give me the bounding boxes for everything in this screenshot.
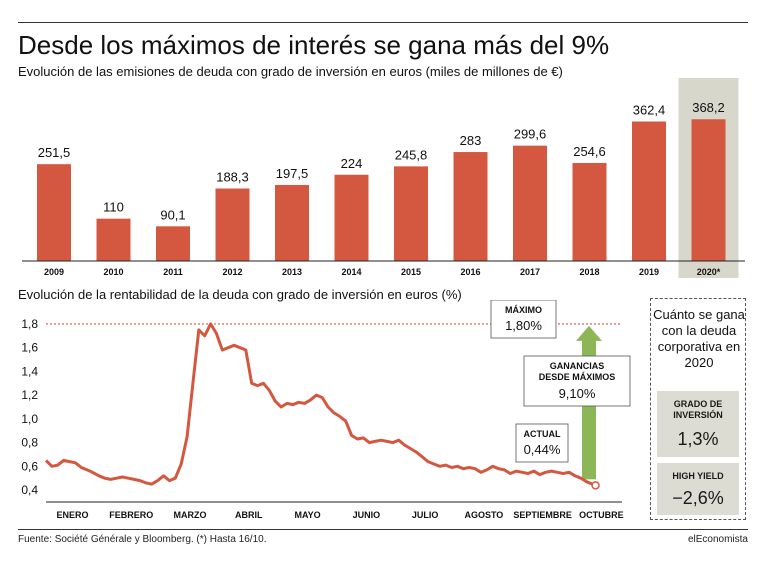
bar-category-label-2020*: 2020* bbox=[697, 267, 721, 277]
bar-category-label-2013: 2013 bbox=[282, 267, 302, 277]
bar-category-label-2017: 2017 bbox=[520, 267, 540, 277]
investment-grade-box: GRADO DE INVERSIÓN 1,3% bbox=[657, 391, 739, 457]
bar-chart-subtitle: Evolución de las emisiones de deuda con … bbox=[18, 64, 563, 79]
bar-2011 bbox=[156, 226, 190, 261]
bar-category-label-2016: 2016 bbox=[460, 267, 480, 277]
bar-value-label-2017: 299,6 bbox=[514, 127, 547, 142]
bar-category-label-2014: 2014 bbox=[341, 267, 361, 277]
y-tick-label: 0,4 bbox=[21, 483, 38, 497]
month-label: MAYO bbox=[294, 510, 320, 520]
bar-value-label-2020*: 368,2 bbox=[692, 100, 725, 115]
returns-panel: Cuánto se gana con la deuda corporativa … bbox=[650, 298, 746, 520]
bar-category-label-2012: 2012 bbox=[222, 267, 242, 277]
bar-2020* bbox=[691, 119, 726, 261]
bar-value-label-2011: 90,1 bbox=[160, 207, 185, 222]
bar-2013 bbox=[275, 184, 309, 261]
bar-2016 bbox=[453, 152, 488, 261]
gain-annotation-frame bbox=[523, 355, 631, 407]
top-rule bbox=[18, 22, 748, 23]
source-note: Fuente: Société Générale y Bloomberg. (*… bbox=[18, 534, 267, 545]
yield-line bbox=[44, 322, 597, 487]
bar-2015 bbox=[394, 166, 428, 261]
line-chart: 0,4 0,6 0,8 1,0 1,2 1,4 1,6 1,8 ENERO FEBRERO MARZ… bbox=[21, 300, 631, 520]
bar-2014 bbox=[334, 174, 369, 261]
month-label: SEPTIEMBRE bbox=[513, 510, 572, 520]
y-tick-label: 1,4 bbox=[21, 364, 38, 378]
max-annotation-text: MÁXIMO bbox=[505, 305, 542, 315]
current-annotation-text: ACTUAL bbox=[524, 429, 561, 439]
bar-value-label-2010: 110 bbox=[103, 200, 124, 215]
bar-value-label-2013: 197,5 bbox=[276, 166, 309, 181]
bar-2019 bbox=[632, 121, 666, 261]
month-label: ENERO bbox=[56, 510, 88, 520]
y-tick-label: 0,8 bbox=[21, 436, 38, 450]
max-annotation-frame bbox=[490, 300, 557, 339]
month-label: JUNIO bbox=[353, 510, 381, 520]
month-label: ABRIL bbox=[235, 510, 263, 520]
high-yield-label: HIGH YIELD bbox=[672, 471, 724, 481]
bar-value-label-2012: 188,3 bbox=[216, 170, 249, 185]
bar-2010 bbox=[96, 218, 131, 261]
current-annotation-text: 0,44% bbox=[524, 442, 561, 457]
month-label: OCTUBRE bbox=[579, 510, 624, 520]
bar-value-label-2019: 362,4 bbox=[633, 102, 666, 117]
bar-chart: 251,5 2009 110 2010 90,1 2011 188,3 2012 197,5 20… bbox=[22, 78, 745, 278]
bar-2012 bbox=[215, 188, 250, 261]
month-label: MARZO bbox=[174, 510, 207, 520]
gain-arrow-head bbox=[576, 325, 602, 341]
bar-category-label-2015: 2015 bbox=[401, 267, 421, 277]
bar-value-label-2009: 251,5 bbox=[38, 145, 71, 160]
bar-value-label-2015: 245,8 bbox=[395, 147, 428, 162]
line-chart-subtitle: Evolución de la rentabilidad de la deuda… bbox=[18, 287, 462, 302]
investment-grade-value: 1,3% bbox=[677, 429, 719, 449]
investment-grade-label: GRADO DE INVERSIÓN bbox=[673, 399, 723, 420]
bar-category-label-2009: 2009 bbox=[44, 267, 64, 277]
bar-2017 bbox=[513, 145, 547, 261]
brand-label: elEconomista bbox=[687, 534, 748, 545]
bar-value-label-2014: 224 bbox=[341, 156, 363, 171]
y-tick-label: 1,6 bbox=[21, 341, 38, 355]
gain-annotation-text: GANANCIAS bbox=[550, 361, 605, 371]
max-annotation-text: 1,80% bbox=[505, 318, 542, 333]
bar-category-label-2010: 2010 bbox=[103, 267, 123, 277]
current-point-marker bbox=[591, 481, 600, 490]
max-annotation: MÁXIMO 1,80% bbox=[490, 300, 557, 339]
month-label: FEBRERO bbox=[109, 510, 153, 520]
month-label: AGOSTO bbox=[464, 510, 503, 520]
y-tick-label: 0,6 bbox=[21, 459, 38, 473]
current-annotation-frame bbox=[515, 423, 569, 463]
bar-2009 bbox=[37, 164, 71, 261]
y-tick-label: 1,2 bbox=[21, 388, 38, 402]
month-label: JULIO bbox=[412, 510, 439, 520]
gain-annotation-text: 9,10% bbox=[559, 386, 596, 401]
returns-panel-title: Cuánto se gana con la deuda corporativa … bbox=[653, 307, 745, 370]
bar-category-label-2019: 2019 bbox=[639, 267, 659, 277]
page-title: Desde los máximos de interés se gana más… bbox=[18, 30, 610, 60]
high-yield-value: −2,6% bbox=[672, 488, 724, 508]
bar-2018 bbox=[572, 162, 607, 261]
bar-value-label-2016: 283 bbox=[460, 133, 482, 148]
high-yield-box: HIGH YIELD −2,6% bbox=[657, 463, 739, 515]
bar-category-label-2018: 2018 bbox=[579, 267, 599, 277]
footer-rule bbox=[18, 529, 748, 530]
y-tick-label: 1,8 bbox=[21, 317, 38, 331]
gain-annotation-text: DESDE MÁXIMOS bbox=[539, 372, 616, 382]
y-tick-label: 1,0 bbox=[21, 412, 38, 426]
current-annotation: ACTUAL 0,44% bbox=[515, 423, 569, 463]
bar-category-label-2011: 2011 bbox=[163, 267, 183, 277]
bar-value-label-2018: 254,6 bbox=[573, 144, 606, 159]
